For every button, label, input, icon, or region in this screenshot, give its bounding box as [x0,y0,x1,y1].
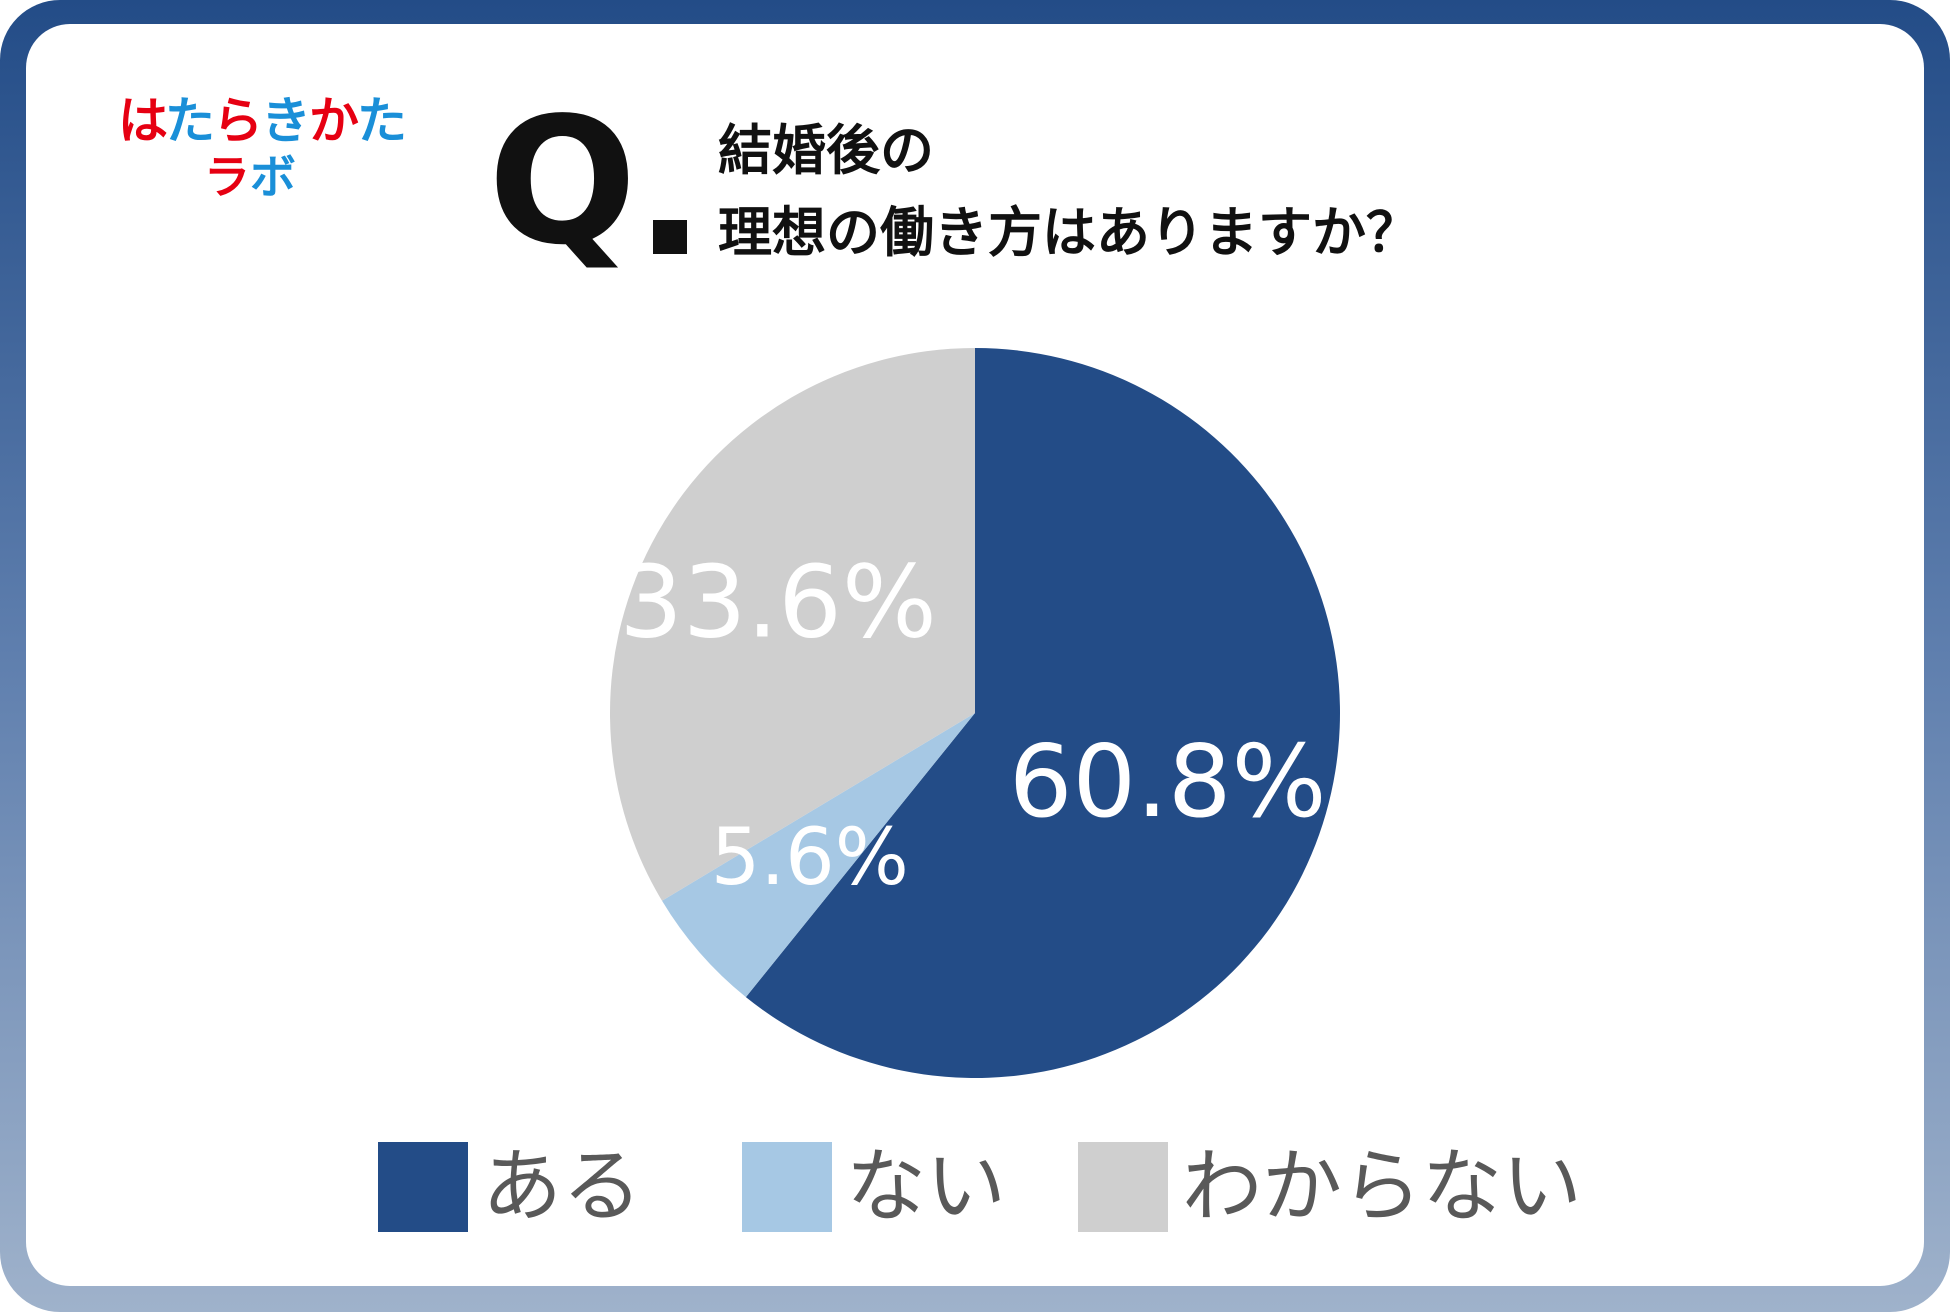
legend-label: わからない [1182,1140,1582,1233]
logo-char: ボ [250,150,296,204]
slice-label: 60.8% [1009,723,1327,840]
question-line-2: 理想の働き方はありますか？ [718,201,1420,264]
logo-char: ら [213,92,263,150]
logo-line-2: ラボ [204,154,296,200]
question-dot [653,220,687,254]
slice-label: 5.6% [711,813,909,903]
logo-char: た [357,92,407,150]
legend-swatch [1078,1142,1168,1232]
logo-char: は [118,92,167,150]
question-line-1: 結婚後の [718,119,934,182]
logo-char: き [261,92,311,150]
legend-swatch [742,1142,832,1232]
logo: はたらきかた ラボ [118,96,407,216]
question-prefix: Q [488,81,637,284]
question-title: 結婚後の 理想の働き方はありますか？ [718,110,1420,274]
pie-slice [662,713,975,998]
logo-char: ラ [204,150,250,204]
logo-char: か [309,92,359,150]
pie-slice [609,348,975,901]
legend-label: ある [482,1140,642,1233]
legend-label: ない [846,1140,1006,1233]
legend-swatch [378,1142,468,1232]
slice-label: 33.6% [619,543,937,660]
pie-slice [745,348,1340,1078]
logo-char: た [165,92,215,150]
logo-line-1: はたらきかた [118,96,407,146]
